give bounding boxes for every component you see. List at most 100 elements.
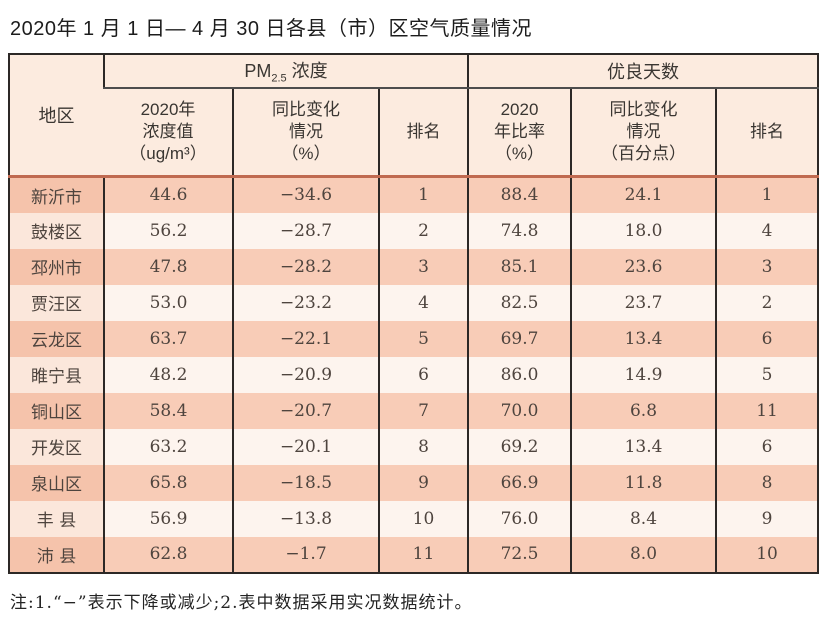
cell-gooddays-rank: 2 (714, 284, 819, 321)
pm25-subscript: 2.5 (271, 72, 287, 85)
pm25-suffix: 浓度 (286, 61, 328, 82)
cell-pm25-value: 56.9 (103, 500, 233, 537)
cell-region: 睢宁县 (9, 356, 104, 393)
cell-pm25-yoy: −18.5 (232, 464, 379, 501)
column-header-region: 地区 (9, 54, 104, 178)
cell-gooddays-rank: 6 (714, 428, 819, 465)
cell-gooddays-rank: 11 (714, 392, 819, 429)
cell-pm25-rank: 7 (378, 392, 468, 429)
group-header-row: 地区 PM2.5 浓度 优良天数 (9, 54, 819, 178)
cell-gooddays-yoy: 13.4 (570, 320, 716, 357)
cell-pm25-yoy: −20.1 (232, 428, 379, 465)
cell-pm25-rank: 5 (378, 320, 468, 357)
cell-pm25-value: 63.7 (103, 320, 233, 357)
sub-header-row: 2020年 浓度值 （ug/m³） 同比变化 情况 （%） 排名 2020 年比… (9, 88, 819, 178)
cell-gooddays-rate: 85.1 (467, 248, 571, 285)
column-header-gooddays-yoy: 同比变化 情况 （百分点） (570, 88, 716, 178)
cell-gooddays-rank: 6 (714, 320, 819, 357)
cell-pm25-yoy: −20.9 (232, 356, 379, 393)
column-header-pm25-yoy: 同比变化 情况 （%） (232, 88, 379, 178)
table-row: 开发区 63.2 −20.1 8 69.2 13.4 6 (9, 428, 819, 465)
cell-pm25-value: 44.6 (103, 176, 233, 213)
cell-gooddays-rank: 9 (714, 500, 819, 537)
cell-region: 邳州市 (9, 248, 104, 285)
column-header-gooddays-rate: 2020 年比率 （%） (467, 88, 571, 178)
cell-gooddays-rate: 76.0 (467, 500, 571, 537)
table-header: 地区 PM2.5 浓度 优良天数 2020年 浓度值 （ug/m³） 同比变化 … (9, 54, 819, 178)
cell-pm25-value: 63.2 (103, 428, 233, 465)
table-row: 贾汪区 53.0 −23.2 4 82.5 23.7 2 (9, 284, 819, 321)
cell-gooddays-rate: 86.0 (467, 356, 571, 393)
cell-pm25-value: 56.2 (103, 212, 233, 249)
cell-pm25-rank: 10 (378, 500, 468, 537)
cell-pm25-rank: 4 (378, 284, 468, 321)
cell-gooddays-yoy: 11.8 (570, 464, 716, 501)
table-row: 新沂市 44.6 −34.6 1 88.4 24.1 1 (9, 176, 819, 213)
cell-gooddays-yoy: 8.0 (570, 536, 716, 573)
cell-region: 丰 县 (9, 500, 104, 537)
cell-gooddays-rank: 1 (714, 176, 819, 213)
cell-pm25-yoy: −20.7 (232, 392, 379, 429)
cell-gooddays-rank: 8 (714, 464, 819, 501)
column-header-pm25-value: 2020年 浓度值 （ug/m³） (104, 88, 233, 178)
cell-pm25-value: 65.8 (103, 464, 233, 501)
cell-pm25-value: 62.8 (103, 536, 233, 573)
cell-pm25-yoy: −1.7 (232, 536, 379, 573)
cell-pm25-rank: 1 (378, 176, 468, 213)
cell-gooddays-rank: 3 (714, 248, 819, 285)
table-row: 泉山区 65.8 −18.5 9 66.9 11.8 8 (9, 464, 819, 501)
page-title: 2020年 1 月 1 日— 4 月 30 日各县（市）区空气质量情况 (10, 18, 533, 40)
cell-gooddays-rate: 69.2 (467, 428, 571, 465)
air-quality-table: 地区 PM2.5 浓度 优良天数 2020年 浓度值 （ug/m³） 同比变化 … (8, 53, 820, 574)
pm25-prefix: PM (244, 61, 272, 82)
cell-gooddays-yoy: 14.9 (570, 356, 716, 393)
cell-pm25-rank: 6 (378, 356, 468, 393)
cell-pm25-yoy: −13.8 (232, 500, 379, 537)
cell-pm25-rank: 11 (378, 536, 468, 573)
cell-pm25-yoy: −28.2 (232, 248, 379, 285)
cell-gooddays-yoy: 18.0 (570, 212, 716, 249)
cell-region: 铜山区 (9, 392, 104, 429)
cell-pm25-rank: 8 (378, 428, 468, 465)
table-body: 新沂市 44.6 −34.6 1 88.4 24.1 1 鼓楼区 56.2 −2… (9, 176, 819, 573)
cell-region: 沛 县 (9, 536, 104, 573)
cell-gooddays-yoy: 6.8 (570, 392, 716, 429)
cell-pm25-yoy: −28.7 (232, 212, 379, 249)
cell-gooddays-yoy: 8.4 (570, 500, 716, 537)
cell-gooddays-rank: 5 (714, 356, 819, 393)
table-row: 睢宁县 48.2 −20.9 6 86.0 14.9 5 (9, 356, 819, 393)
cell-region: 鼓楼区 (9, 212, 104, 249)
column-header-gooddays-rank: 排名 (714, 88, 819, 178)
cell-gooddays-yoy: 23.7 (570, 284, 716, 321)
column-header-pm25-rank: 排名 (378, 88, 468, 178)
cell-pm25-value: 58.4 (103, 392, 233, 429)
cell-gooddays-rank: 10 (714, 536, 819, 573)
cell-pm25-yoy: −23.2 (232, 284, 379, 321)
cell-gooddays-rate: 69.7 (467, 320, 571, 357)
table-row: 沛 县 62.8 −1.7 11 72.5 8.0 10 (9, 536, 819, 573)
cell-pm25-yoy: −22.1 (232, 320, 379, 357)
cell-region: 云龙区 (9, 320, 104, 357)
group-header-good-days: 优良天数 (466, 54, 819, 89)
group-header-pm25: PM2.5 浓度 (103, 54, 468, 89)
cell-gooddays-yoy: 13.4 (570, 428, 716, 465)
cell-region: 泉山区 (9, 464, 104, 501)
cell-pm25-rank: 9 (378, 464, 468, 501)
cell-pm25-value: 47.8 (103, 248, 233, 285)
table-row: 邳州市 47.8 −28.2 3 85.1 23.6 3 (9, 248, 819, 285)
table-row: 鼓楼区 56.2 −28.7 2 74.8 18.0 4 (9, 212, 819, 249)
cell-gooddays-rate: 88.4 (467, 176, 571, 213)
cell-pm25-value: 48.2 (103, 356, 233, 393)
cell-gooddays-yoy: 23.6 (570, 248, 716, 285)
table-row: 铜山区 58.4 −20.7 7 70.0 6.8 11 (9, 392, 819, 429)
cell-gooddays-rate: 82.5 (467, 284, 571, 321)
cell-region: 贾汪区 (9, 284, 104, 321)
cell-pm25-rank: 2 (378, 212, 468, 249)
cell-region: 开发区 (9, 428, 104, 465)
cell-gooddays-rate: 70.0 (467, 392, 571, 429)
footnote: 注:1.“−”表示下降或减少;2.表中数据采用实况数据统计。 (10, 592, 473, 613)
cell-region: 新沂市 (9, 176, 104, 213)
cell-gooddays-rate: 72.5 (467, 536, 571, 573)
cell-pm25-value: 53.0 (103, 284, 233, 321)
